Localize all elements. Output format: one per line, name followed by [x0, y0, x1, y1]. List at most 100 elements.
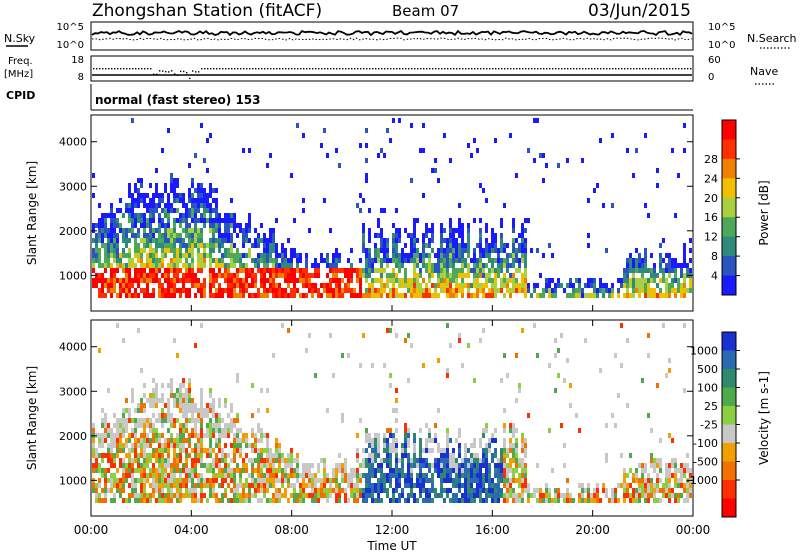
heatmap-cell — [338, 258, 341, 263]
heatmap-cell — [458, 273, 461, 278]
colorbar-segment — [722, 443, 736, 462]
heatmap-cell — [449, 283, 452, 288]
heatmap-cell — [680, 283, 683, 288]
nave-point — [444, 68, 446, 70]
heatmap-cell — [593, 498, 596, 503]
heatmap-cell — [632, 263, 635, 268]
nave-point — [384, 68, 386, 70]
heatmap-cell — [224, 458, 227, 463]
heatmap-cell — [281, 468, 284, 473]
heatmap-cell — [518, 258, 521, 263]
heatmap-cell — [470, 468, 473, 473]
heatmap-cell — [461, 238, 464, 243]
heatmap-cell — [476, 288, 479, 293]
heatmap-cell — [662, 268, 665, 273]
heatmap-cell — [167, 408, 170, 413]
heatmap-cell — [278, 458, 281, 463]
heatmap-cell — [170, 243, 173, 248]
heatmap-cell — [374, 293, 377, 298]
heatmap-cell — [647, 293, 650, 298]
heatmap-cell — [167, 203, 170, 208]
nave-point — [603, 68, 605, 70]
heatmap-cell — [674, 473, 677, 478]
heatmap-cell — [245, 468, 248, 473]
heatmap-cell — [368, 478, 371, 483]
heatmap-cell — [221, 428, 224, 433]
heatmap-cell — [107, 478, 110, 483]
heatmap-cell — [314, 373, 317, 378]
heatmap-cell — [128, 248, 131, 253]
heatmap-cell — [437, 458, 440, 463]
heatmap-cell — [428, 258, 431, 263]
heatmap-cell — [212, 488, 215, 493]
heatmap-cell — [191, 198, 194, 203]
heatmap-cell — [263, 283, 266, 288]
heatmap-cell — [473, 443, 476, 448]
heatmap-cell — [233, 423, 236, 428]
heatmap-cell — [380, 283, 383, 288]
nave-point — [591, 68, 593, 70]
heatmap-cell — [95, 233, 98, 238]
heatmap-cell — [173, 258, 176, 263]
heatmap-cell — [665, 478, 668, 483]
heatmap-cell — [131, 493, 134, 498]
heatmap-cell — [194, 483, 197, 488]
heatmap-cell — [209, 403, 212, 408]
heatmap-cell — [101, 438, 104, 443]
heatmap-cell — [575, 278, 578, 283]
heatmap-cell — [377, 448, 380, 453]
heatmap-cell — [374, 443, 377, 448]
heatmap-cell — [248, 273, 251, 278]
heatmap-cell — [236, 273, 239, 278]
heatmap-cell — [236, 488, 239, 493]
heatmap-cell — [158, 443, 161, 448]
heatmap-cell — [440, 288, 443, 293]
heatmap-cell — [284, 478, 287, 483]
heatmap-cell — [443, 288, 446, 293]
heatmap-cell — [665, 468, 668, 473]
heatmap-cell — [209, 218, 212, 223]
heatmap-cell — [218, 293, 221, 298]
heatmap-cell — [602, 283, 605, 288]
heatmap-cell — [98, 233, 101, 238]
heatmap-cell — [179, 433, 182, 438]
heatmap-cell — [191, 178, 194, 183]
heatmap-cell — [215, 238, 218, 243]
heatmap-cell — [659, 293, 662, 298]
heatmap-cell — [248, 248, 251, 253]
heatmap-cell — [218, 248, 221, 253]
heatmap-cell — [491, 283, 494, 288]
heatmap-cell — [314, 473, 317, 478]
colorbar-tick-label: 500 — [697, 363, 718, 376]
heatmap-cell — [566, 158, 569, 163]
heatmap-cell — [650, 293, 653, 298]
heatmap-cell — [347, 483, 350, 488]
heatmap-cell — [158, 468, 161, 473]
heatmap-cell — [176, 238, 179, 243]
heatmap-cell — [521, 468, 524, 473]
heatmap-cell — [518, 493, 521, 498]
heatmap-cell — [470, 493, 473, 498]
heatmap-cell — [197, 198, 200, 203]
heatmap-cell — [221, 293, 224, 298]
heatmap-cell — [191, 403, 194, 408]
heatmap-cell — [326, 498, 329, 503]
heatmap-cell — [503, 498, 506, 503]
heatmap-cell — [440, 243, 443, 248]
heatmap-cell — [449, 468, 452, 473]
heatmap-cell — [458, 463, 461, 468]
heatmap-cell — [209, 288, 212, 293]
heatmap-cell — [107, 248, 110, 253]
heatmap-cell — [131, 233, 134, 238]
heatmap-cell — [452, 478, 455, 483]
heatmap-cell — [407, 333, 410, 338]
heatmap-cell — [449, 233, 452, 238]
heatmap-cell — [227, 213, 230, 218]
heatmap-cell — [173, 193, 176, 198]
heatmap-cell — [197, 438, 200, 443]
heatmap-cell — [305, 493, 308, 498]
heatmap-cell — [155, 208, 158, 213]
heatmap-cell — [188, 208, 191, 213]
heatmap-cell — [491, 453, 494, 458]
heatmap-cell — [128, 278, 131, 283]
